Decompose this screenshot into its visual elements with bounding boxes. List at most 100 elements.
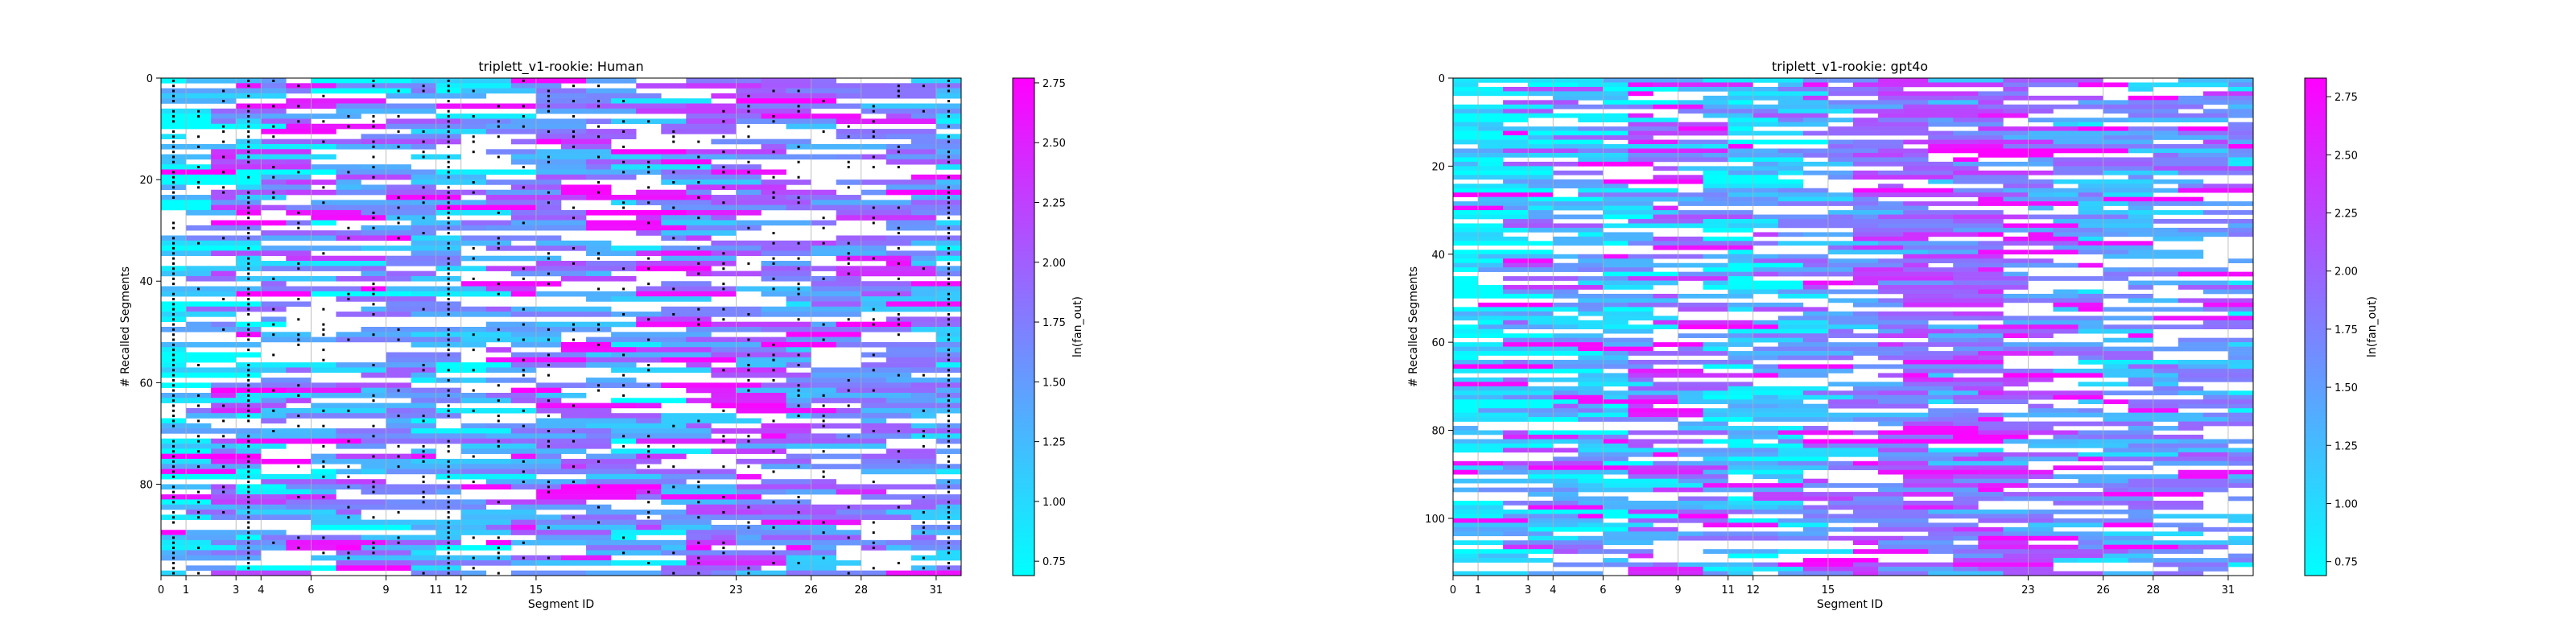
- heatmap-cell: [2153, 562, 2229, 568]
- heatmap-cell: [535, 134, 637, 139]
- heatmap-cell: [2128, 205, 2154, 211]
- heatmap-cell: [1728, 184, 1804, 189]
- dot-marker: [297, 415, 300, 418]
- dot-marker: [572, 481, 575, 484]
- heatmap-cell: [1578, 403, 1604, 409]
- heatmap-cell: [611, 332, 712, 337]
- heatmap-cell: [1978, 289, 2004, 295]
- heatmap-cell: [1453, 91, 1479, 97]
- heatmap-cell: [1678, 346, 1703, 352]
- dot-marker: [171, 130, 175, 133]
- heatmap-cell: [2178, 78, 2229, 83]
- heatmap-cell: [2078, 289, 2103, 295]
- heatmap-cell: [636, 321, 712, 328]
- heatmap-cell: [311, 78, 411, 84]
- heatmap-cell: [1678, 360, 1754, 365]
- heatmap-cell: [1503, 434, 1579, 440]
- heatmap-cell: [2103, 544, 2179, 550]
- dot-marker: [547, 252, 550, 255]
- dot-marker: [672, 465, 675, 469]
- heatmap-cell: [1678, 139, 1728, 145]
- dot-marker: [272, 277, 275, 280]
- heatmap-cell: [2078, 439, 2179, 444]
- heatmap-cell: [386, 118, 462, 125]
- dot-marker: [647, 318, 650, 321]
- heatmap-cell: [411, 378, 436, 383]
- heatmap-cell: [1578, 346, 1653, 352]
- dot-marker: [772, 450, 775, 453]
- heatmap-cell: [261, 316, 287, 322]
- x-tick-label: 9: [382, 584, 389, 597]
- heatmap-cell: [736, 98, 836, 104]
- heatmap-cell: [2227, 558, 2254, 563]
- dot-marker: [622, 287, 625, 291]
- heatmap-cell: [236, 275, 336, 282]
- dot-marker: [447, 175, 450, 179]
- heatmap-cell: [1578, 452, 1653, 457]
- heatmap-cell: [161, 301, 262, 308]
- heatmap-cell: [2153, 346, 2229, 352]
- heatmap-cell: [1878, 285, 1979, 290]
- dot-marker: [247, 125, 250, 128]
- heatmap-cell: [636, 230, 662, 236]
- heatmap-cell: [661, 312, 762, 317]
- dot-marker: [247, 217, 250, 220]
- heatmap-cell: [436, 407, 537, 414]
- heatmap-cell: [2128, 443, 2229, 448]
- dot-marker: [247, 246, 250, 250]
- heatmap-cell: [261, 407, 312, 414]
- dot-marker: [822, 415, 825, 418]
- heatmap-cell: [1528, 205, 1554, 211]
- dot-marker: [797, 510, 800, 514]
- heatmap-cell: [2078, 104, 2103, 109]
- x-tick-label: 31: [2222, 584, 2235, 597]
- heatmap-cell: [361, 246, 462, 251]
- dot-marker: [222, 404, 225, 407]
- heatmap-cell: [2028, 522, 2103, 528]
- heatmap-cell: [1878, 452, 1979, 457]
- heatmap-cell: [2078, 360, 2179, 365]
- dot-marker: [772, 257, 775, 260]
- dot-marker: [722, 465, 725, 469]
- dot-marker: [171, 409, 175, 412]
- heatmap-cell: [535, 306, 612, 312]
- heatmap-cell: [1728, 100, 1754, 105]
- heatmap-cell: [236, 261, 312, 266]
- dot-marker: [947, 160, 950, 163]
- heatmap-cell: [510, 438, 612, 444]
- heatmap-cell: [1878, 465, 1954, 471]
- dot-marker: [272, 196, 275, 199]
- heatmap-cell: [460, 484, 512, 490]
- dot-marker: [822, 404, 825, 407]
- dot-marker: [447, 501, 450, 504]
- heatmap-cell: [361, 134, 462, 139]
- dot-marker: [547, 155, 550, 159]
- dot-marker: [247, 485, 250, 489]
- heatmap-cell: [1628, 368, 1703, 374]
- dot-marker: [222, 419, 225, 423]
- dot-marker: [171, 191, 175, 194]
- heatmap-cell: [1777, 109, 1854, 114]
- heatmap-cell: [586, 174, 637, 180]
- dot-marker: [247, 470, 250, 473]
- heatmap-cell: [1453, 152, 1529, 158]
- dot-marker: [322, 328, 325, 331]
- heatmap-cell: [311, 261, 386, 266]
- dot-marker: [697, 246, 700, 250]
- heatmap-cell: [1853, 109, 1904, 114]
- heatmap-cell: [311, 555, 411, 561]
- heatmap-cell: [336, 336, 386, 343]
- heatmap-cell: [2178, 285, 2254, 290]
- heatmap-cell: [1878, 324, 1929, 330]
- heatmap-cell: [1553, 262, 1604, 268]
- heatmap-cell: [1853, 394, 1954, 400]
- heatmap-cell: [1777, 232, 1804, 237]
- dot-marker: [872, 308, 875, 311]
- heatmap-cell: [186, 266, 262, 271]
- heatmap-cell: [910, 255, 937, 262]
- dot-marker: [447, 298, 450, 301]
- heatmap-cell: [586, 362, 637, 368]
- dot-marker: [171, 175, 175, 179]
- heatmap-cell: [1603, 232, 1653, 237]
- dot-marker: [872, 257, 875, 260]
